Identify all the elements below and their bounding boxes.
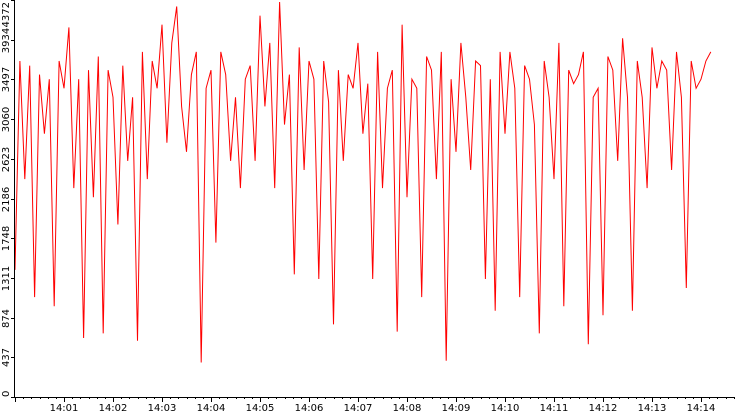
x-tick-label: 14:02 bbox=[99, 403, 128, 414]
y-tick-label: 1748 bbox=[1, 226, 12, 251]
y-tick-label: 3934 bbox=[1, 28, 12, 53]
x-tick-label: 14:14 bbox=[687, 403, 716, 414]
x-tick-label: 14:09 bbox=[442, 403, 471, 414]
x-tick-label: 14:11 bbox=[540, 403, 569, 414]
x-tick-label: 14:01 bbox=[50, 403, 79, 414]
y-tick-label: 3497 bbox=[1, 67, 12, 92]
y-tick-label: 4372 bbox=[1, 2, 12, 27]
y-tick-label: 2186 bbox=[1, 187, 12, 212]
x-tick-label: 14:07 bbox=[344, 403, 373, 414]
x-tick-label: 14:04 bbox=[197, 403, 226, 414]
x-tick-label: 14:10 bbox=[491, 403, 520, 414]
y-tick-label: 437 bbox=[1, 348, 12, 367]
x-tick-label: 14:03 bbox=[148, 403, 177, 414]
y-tick-label: 3060 bbox=[1, 107, 12, 132]
series-line bbox=[14, 1, 712, 363]
x-axis: 14:01 14:02 14:03 14:04 14:05 14:06 14:07 14:08… bbox=[15, 397, 735, 414]
y-tick-label: 1311 bbox=[1, 266, 12, 291]
x-tick-label: 14:08 bbox=[393, 403, 422, 414]
x-tick-label: 14:12 bbox=[589, 403, 618, 414]
y-tick-label: 2623 bbox=[1, 147, 12, 172]
x-tick-label: 14:06 bbox=[295, 403, 324, 414]
x-tick-label: 14:13 bbox=[638, 403, 667, 414]
y-tick-label: 874 bbox=[1, 309, 12, 328]
plot-area bbox=[14, 1, 712, 363]
y-tick-label: 0 bbox=[1, 391, 12, 397]
x-tick-label: 14:05 bbox=[246, 403, 275, 414]
